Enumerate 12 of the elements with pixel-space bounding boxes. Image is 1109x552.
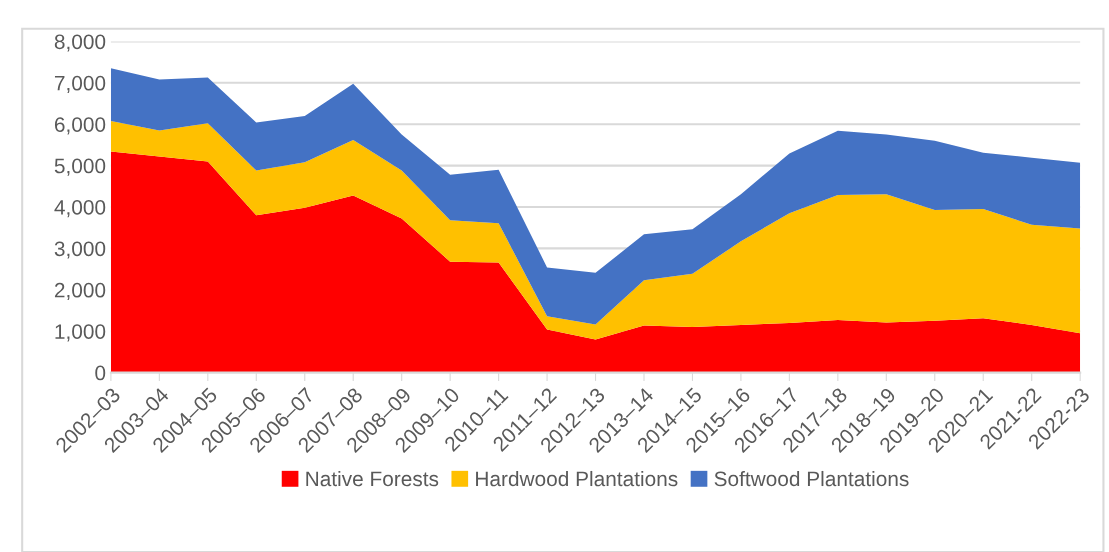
y-tick-label: 3,000 bbox=[54, 241, 106, 259]
y-tick-label: 7,000 bbox=[54, 75, 106, 94]
legend-label: Softwood Plantations bbox=[714, 470, 909, 487]
y-tick-label: 6,000 bbox=[54, 117, 106, 135]
legend-label: Hardwood Plantations bbox=[476, 470, 678, 487]
legend-label: Native Forests bbox=[306, 470, 439, 487]
y-tick-label: 8,000 bbox=[54, 34, 106, 52]
y-tick-label: 0 bbox=[95, 365, 106, 381]
y-tick-label: 2,000 bbox=[54, 282, 106, 301]
y-tick-label: 4,000 bbox=[54, 200, 106, 218]
y-tick-label: 5,000 bbox=[54, 158, 106, 176]
y-tick-label: 1,000 bbox=[55, 324, 106, 342]
